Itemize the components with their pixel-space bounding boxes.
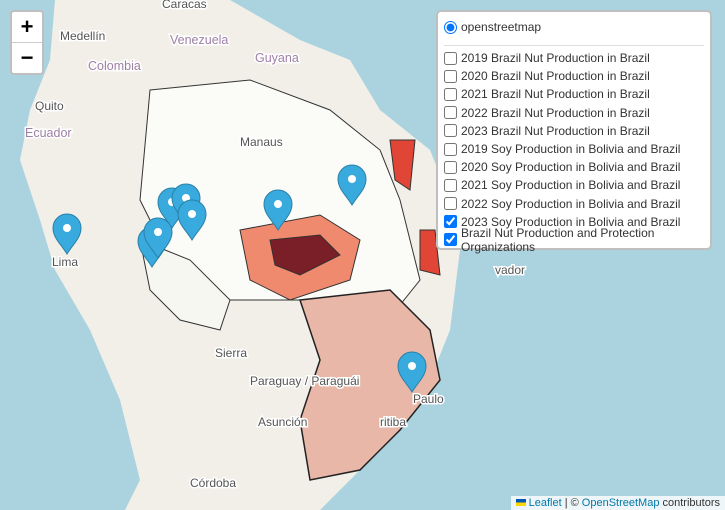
overlay-row: 2023 Soy Production in Bolivia and Brazi… <box>438 213 710 231</box>
overlay-row: 2021 Soy Production in Bolivia and Brazi… <box>438 176 710 194</box>
organization-marker[interactable] <box>337 164 367 206</box>
place-label: Guyana <box>255 51 299 65</box>
overlay-checkbox[interactable] <box>444 124 457 138</box>
overlay-checkbox[interactable] <box>444 233 457 247</box>
layer-control: openstreetmap 2019 Brazil Nut Production… <box>436 10 712 254</box>
base-layer-radio[interactable] <box>444 20 457 34</box>
overlay-row: 2023 Brazil Nut Production in Brazil <box>438 122 710 140</box>
zoom-out[interactable]: − <box>20 45 34 70</box>
base-layer-label: openstreetmap <box>461 20 542 34</box>
marker-icon <box>182 194 190 202</box>
osm-link[interactable]: OpenStreetMap <box>581 497 660 509</box>
overlay-label: 2022 Soy Production in Bolivia and Brazi… <box>461 196 681 211</box>
attribution: Leaflet | © OpenStreetMap contributors <box>510 496 725 510</box>
base-layer-row: openstreetmap <box>438 12 710 40</box>
place-label: vador <box>495 263 525 277</box>
place-label: ritiba <box>380 415 406 429</box>
soy-region-high <box>269 234 341 276</box>
soy-region-east <box>389 139 441 276</box>
attribution-separator: | © <box>564 497 579 509</box>
overlay-checkbox[interactable] <box>444 160 457 174</box>
place-label: Asunción <box>258 415 307 429</box>
pacific-ocean <box>0 0 140 510</box>
place-label: Venezuela <box>170 33 228 47</box>
marker-icon <box>408 362 416 370</box>
bolivia-municipalities <box>139 239 231 331</box>
marker-icon <box>348 175 356 183</box>
overlay-checkbox[interactable] <box>444 51 457 65</box>
attribution-tail: contributors <box>662 497 720 509</box>
overlay-label: 2023 Soy Production in Bolivia and Brazi… <box>461 214 681 229</box>
organization-marker[interactable] <box>177 199 207 241</box>
marker-icon <box>154 228 162 236</box>
organization-marker[interactable] <box>263 189 293 231</box>
place-label: Medellín <box>60 29 105 43</box>
overlay-row: 2019 Soy Production in Bolivia and Brazi… <box>438 140 710 158</box>
flag <box>515 499 526 506</box>
organization-marker[interactable] <box>143 217 173 259</box>
place-label: Sierra <box>215 346 247 360</box>
overlay-row: Brazil Nut Production and Protection Org… <box>438 226 710 254</box>
overlay-label: Brazil Nut Production and Protection Org… <box>461 225 655 254</box>
place-label: Paraguay / Paraguái <box>250 374 359 388</box>
overlay-checkbox[interactable] <box>444 87 457 101</box>
overlay-checkbox[interactable] <box>444 106 457 120</box>
overlay-list: 2019 Brazil Nut Production in Brazil 2020… <box>438 49 710 254</box>
place-label: Quito <box>35 99 64 113</box>
marker-icon <box>188 210 196 218</box>
place-label: Caracas <box>162 0 207 11</box>
overlay-row: 2019 Brazil Nut Production in Brazil <box>438 49 710 67</box>
overlay-label: 2023 Brazil Nut Production in Brazil <box>461 123 650 138</box>
overlay-row: 2021 Brazil Nut Production in Brazil <box>438 85 710 103</box>
leaflet-link[interactable]: Leaflet <box>528 497 562 509</box>
place-label: Colombia <box>88 59 141 73</box>
zoom-in[interactable]: + <box>12 12 42 43</box>
separator <box>444 45 704 46</box>
overlay-label: 2022 Brazil Nut Production in Brazil <box>461 105 650 120</box>
organization-marker[interactable] <box>52 213 82 255</box>
overlay-label: 2020 Brazil Nut Production in Brazil <box>461 69 650 84</box>
overlay-checkbox[interactable] <box>444 142 457 156</box>
overlay-row: 2022 Soy Production in Bolivia and Brazi… <box>438 195 710 213</box>
overlay-label: 2021 Soy Production in Bolivia and Brazi… <box>461 178 681 193</box>
marker-icon <box>63 224 71 232</box>
place-label: Lima <box>52 255 78 269</box>
overlay-checkbox[interactable] <box>444 178 457 192</box>
overlay-checkbox[interactable] <box>444 215 457 229</box>
zoom-control: + − <box>10 10 44 75</box>
place-label: Manaus <box>240 135 283 149</box>
overlay-label: 2021 Brazil Nut Production in Brazil <box>461 87 650 102</box>
marker-icon <box>274 200 282 208</box>
soy-region-south <box>298 289 441 481</box>
organization-marker[interactable] <box>397 351 427 393</box>
overlay-checkbox[interactable] <box>444 69 457 83</box>
overlay-label: 2019 Brazil Nut Production in Brazil <box>461 51 650 66</box>
overlay-row: 2020 Soy Production in Bolivia and Brazi… <box>438 158 710 176</box>
overlay-row: 2020 Brazil Nut Production in Brazil <box>438 67 710 85</box>
place-label: Córdoba <box>190 476 236 490</box>
overlay-row: 2022 Brazil Nut Production in Brazil <box>438 104 710 122</box>
overlay-checkbox[interactable] <box>444 197 457 211</box>
place-label: Paulo <box>413 392 444 406</box>
overlay-label: 2020 Soy Production in Bolivia and Brazi… <box>461 160 681 175</box>
place-label: Ecuador <box>25 126 72 140</box>
overlay-label: 2019 Soy Production in Bolivia and Brazi… <box>461 142 681 157</box>
